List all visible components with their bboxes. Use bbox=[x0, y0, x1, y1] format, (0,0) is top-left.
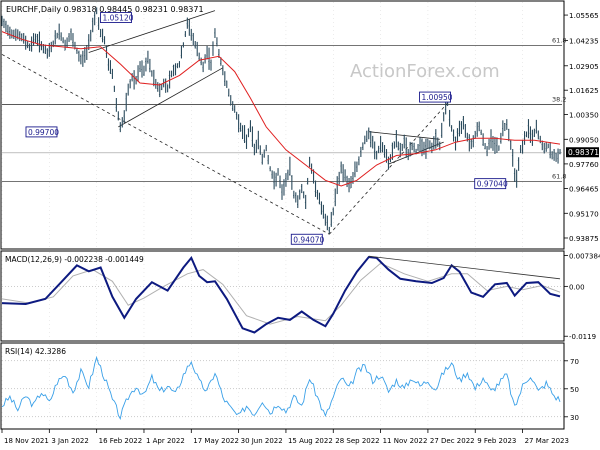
price-annotation: 1.05120 bbox=[100, 12, 134, 23]
macd-trendline bbox=[368, 255, 561, 280]
macd-y-tick-label: 0.00 bbox=[569, 283, 585, 291]
x-tick-label: 28 Sep 2022 bbox=[335, 437, 379, 445]
rsi-panel bbox=[0, 342, 565, 430]
price-annotation-label: 0.99700 bbox=[28, 128, 59, 137]
price-annotations: 1.05120 0.99700 0.94070 1.00950 0.97040 bbox=[25, 12, 508, 245]
trendline bbox=[118, 67, 224, 128]
price-annotation-label: 0.94070 bbox=[293, 235, 324, 244]
price-y-tick-label: 0.97760 bbox=[569, 160, 599, 169]
price-annotation: 0.94070 bbox=[290, 233, 325, 245]
watermark: ActionForex.com bbox=[350, 61, 500, 82]
price-annotation-label: 0.97040 bbox=[477, 180, 508, 189]
price-annotation: 0.99700 bbox=[25, 126, 59, 138]
x-tick-label: 18 Nov 2021 bbox=[4, 437, 49, 445]
rsi-y-tick-label: 30 bbox=[570, 414, 579, 422]
price-y-tick-label: 0.96465 bbox=[569, 185, 599, 194]
chart-title: EURCHF,Daily 0.98318 0.98445 0.98231 0.9… bbox=[6, 5, 204, 14]
price-y-tick-label: 1.00350 bbox=[569, 111, 599, 120]
rsi-y-axis: 70 50 30 bbox=[564, 358, 579, 422]
rsi-y-tick-label: 70 bbox=[570, 358, 579, 366]
price-y-tick-label: 0.93875 bbox=[569, 234, 599, 243]
trendline bbox=[1, 54, 330, 235]
rsi-y-tick-label: 50 bbox=[570, 386, 579, 394]
x-tick-label: 27 Dec 2022 bbox=[430, 437, 475, 445]
x-tick-label: 16 Feb 2022 bbox=[99, 437, 143, 445]
x-axis: 18 Nov 2021 3 Jan 2022 16 Feb 2022 1 Apr 20… bbox=[1, 428, 569, 445]
last-price-tag: 0.98371 bbox=[566, 147, 599, 158]
fib-line-label: 38.2 bbox=[552, 96, 566, 104]
x-tick-label: 11 Nov 2022 bbox=[383, 437, 428, 445]
x-tick-label: 17 May 2022 bbox=[193, 437, 239, 445]
fib-line-label: 61.8 bbox=[552, 36, 566, 44]
price-y-tick-label: 1.02905 bbox=[569, 62, 599, 71]
price-annotation: 1.00950 bbox=[419, 91, 453, 103]
x-tick-label: 9 Feb 2023 bbox=[477, 437, 516, 445]
macd-y-tick-label: 0.007384 bbox=[569, 252, 600, 260]
price-y-tick-label: 0.95170 bbox=[569, 209, 599, 218]
x-tick-label: 27 Mar 2023 bbox=[525, 437, 569, 445]
x-tick-label: 1 Apr 2022 bbox=[146, 437, 185, 445]
macd-y-axis: 0.007384 0.00 -0.0119 bbox=[564, 252, 600, 341]
rsi-line bbox=[1, 355, 561, 420]
price-y-tick-label: 1.04235 bbox=[569, 36, 599, 45]
x-tick-label: 30 Jun 2022 bbox=[241, 437, 283, 445]
price-annotation-label: 1.00950 bbox=[422, 93, 453, 102]
macd-y-tick-label: -0.0119 bbox=[569, 333, 596, 341]
price-panel bbox=[0, 0, 565, 250]
x-tick-label: 3 Jan 2022 bbox=[51, 437, 89, 445]
macd-panel bbox=[0, 250, 565, 342]
price-y-tick-label: 1.01625 bbox=[569, 86, 599, 95]
price-y-tick-label: 1.05565 bbox=[569, 11, 599, 20]
last-price-label: 0.98371 bbox=[568, 148, 599, 157]
price-y-axis: 1.05565 1.04235 1.02905 1.01625 1.00350 0.990… bbox=[564, 11, 599, 243]
rsi-label: RSI(14) 42.3286 bbox=[5, 347, 66, 356]
x-tick-label: 15 Aug 2022 bbox=[288, 437, 333, 445]
moving-average-line bbox=[1, 31, 561, 187]
price-annotation-label: 1.05120 bbox=[102, 14, 133, 23]
macd-gridlines bbox=[1, 252, 562, 340]
macd-line bbox=[1, 255, 561, 334]
trendline bbox=[88, 10, 216, 53]
macd-label: MACD(12,26,9) -0.002238 -0.001449 bbox=[5, 255, 144, 264]
fib-line-label: 61.8 bbox=[552, 172, 566, 180]
macd-signal-line bbox=[1, 262, 561, 325]
fibonacci-lines: 61.8 38.2 61.8 bbox=[2, 36, 566, 182]
price-annotation: 0.97040 bbox=[474, 178, 508, 190]
price-y-tick-label: 0.99050 bbox=[569, 135, 599, 144]
